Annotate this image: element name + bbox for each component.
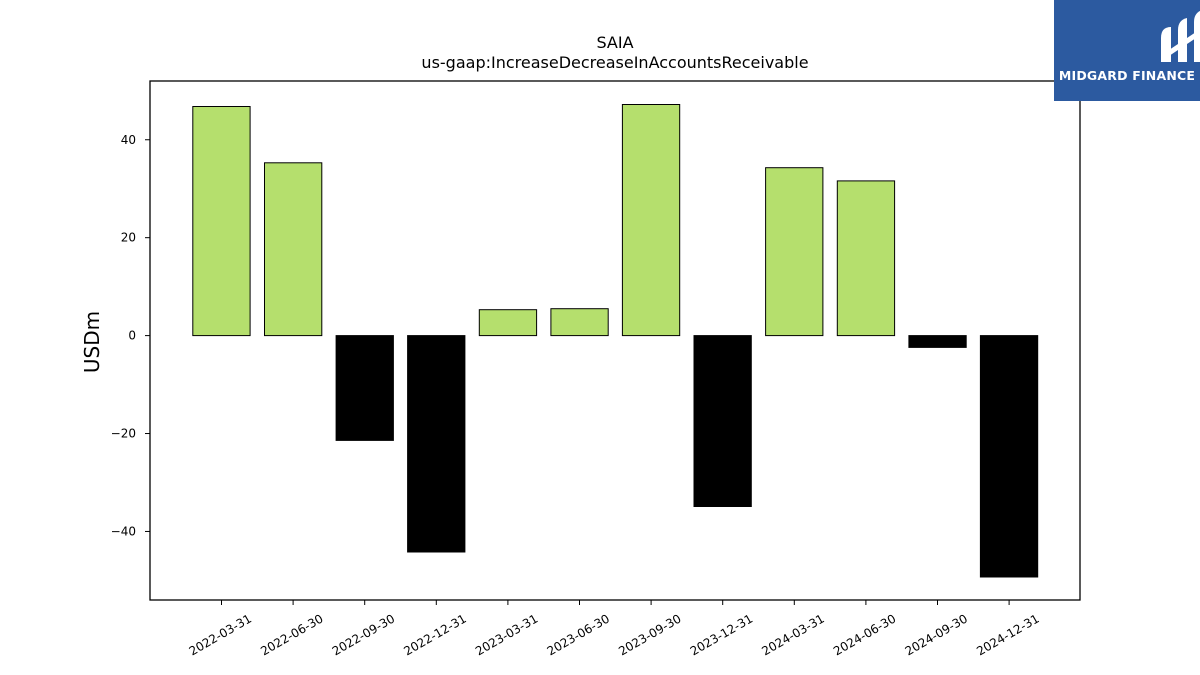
bar-2022-03-31 <box>192 106 251 337</box>
x-tick-label: 2024-06-30 <box>831 611 898 658</box>
x-tick-label: 2024-09-30 <box>903 611 970 658</box>
x-tick-label: 2022-03-31 <box>187 611 254 658</box>
y-axis-ticks: −40 −20 0 20 40 <box>111 133 150 538</box>
bar-2022-12-31 <box>407 335 466 553</box>
y-axis-label: USDm <box>80 311 104 373</box>
bar-2023-06-30 <box>550 308 609 337</box>
bar-2024-12-31 <box>979 335 1039 578</box>
x-tick-label: 2023-12-31 <box>688 611 755 658</box>
y-tick-label: −20 <box>111 427 136 441</box>
x-tick-label: 2023-06-30 <box>545 611 612 658</box>
bar-2024-06-30 <box>836 180 896 337</box>
y-tick-label: 20 <box>121 231 136 245</box>
brand-logo: MIDGARD FINANCE <box>1054 0 1200 101</box>
x-tick-label: 2023-03-31 <box>473 611 540 658</box>
x-tick-label: 2024-03-31 <box>759 611 826 658</box>
bars-group <box>192 104 1039 578</box>
y-tick-label: 0 <box>128 329 136 343</box>
bar-2024-03-31 <box>765 167 824 337</box>
bar-2024-09-30 <box>908 335 967 348</box>
x-tick-label: 2022-06-30 <box>258 611 325 658</box>
bar-2023-12-31 <box>693 335 752 507</box>
chart-title: SAIA <box>596 33 633 52</box>
logo-mark-icon <box>1161 10 1200 62</box>
x-tick-label: 2022-12-31 <box>401 611 468 658</box>
x-axis-ticks: 2022-03-31 2022-06-30 2022-09-30 2022-12-31… <box>187 600 1042 658</box>
bar-2022-06-30 <box>264 162 323 337</box>
x-tick-label: 2024-12-31 <box>974 611 1041 658</box>
bar-2023-09-30 <box>621 104 681 337</box>
chart-subtitle: us-gaap:IncreaseDecreaseInAccountsReceiv… <box>421 53 808 72</box>
bar-2022-09-30 <box>335 335 394 441</box>
y-tick-label: −40 <box>111 524 136 538</box>
plot-frame <box>149 80 1081 601</box>
brand-name: MIDGARD FINANCE <box>1058 68 1196 83</box>
x-tick-label: 2023-09-30 <box>616 611 683 658</box>
y-tick-label: 40 <box>121 133 136 147</box>
bar-2023-03-31 <box>478 309 538 337</box>
x-tick-label: 2022-09-30 <box>330 611 397 658</box>
